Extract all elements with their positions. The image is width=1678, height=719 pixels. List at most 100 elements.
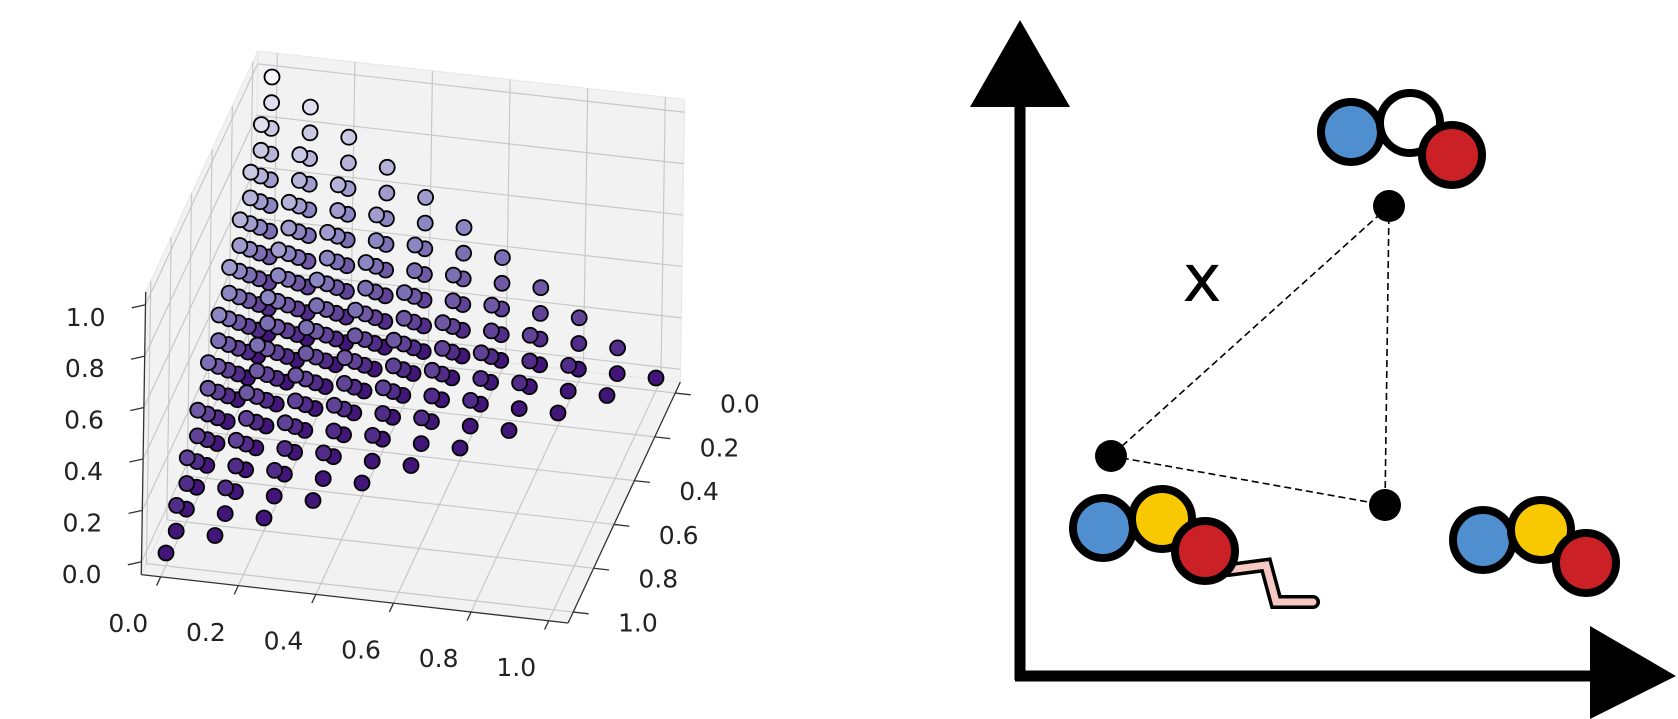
- point: [369, 233, 384, 248]
- point: [211, 333, 226, 348]
- z-tick-label: 0.2: [63, 508, 103, 537]
- point: [348, 328, 363, 343]
- point: [425, 363, 440, 378]
- point: [309, 298, 324, 313]
- point: [201, 355, 216, 370]
- point: [386, 358, 401, 373]
- point: [288, 368, 303, 383]
- label: x: [1182, 240, 1221, 317]
- point: [649, 371, 664, 386]
- point: [386, 333, 401, 348]
- point: [414, 436, 429, 451]
- point: [299, 320, 314, 335]
- point: [463, 393, 478, 408]
- point: [408, 238, 423, 253]
- point: [404, 458, 419, 473]
- x-tick-label: 0.4: [264, 627, 304, 656]
- point: [320, 225, 335, 240]
- point: [533, 280, 548, 295]
- arrowhead: [970, 20, 1070, 107]
- point: [292, 147, 307, 162]
- point: [218, 480, 233, 495]
- point: [365, 454, 380, 469]
- point: [212, 308, 227, 323]
- z-tick-label: 0.4: [63, 457, 103, 486]
- tick-mark: [545, 621, 549, 630]
- tick-mark: [594, 568, 610, 570]
- diagram: x: [970, 20, 1676, 719]
- point: [303, 125, 318, 140]
- x-tick-label: 0.6: [341, 635, 381, 664]
- point: [180, 450, 195, 465]
- point: [359, 255, 374, 270]
- point: [424, 389, 439, 404]
- point: [179, 476, 194, 491]
- point: [376, 380, 391, 395]
- molecule: [1321, 93, 1482, 185]
- tick-mark: [634, 481, 650, 483]
- point: [337, 350, 352, 365]
- point: [484, 298, 499, 313]
- point: [260, 316, 275, 331]
- tick-mark: [312, 594, 316, 603]
- point: [316, 471, 331, 486]
- scatter-3d: 0.00.20.40.60.81.00.00.20.40.60.81.00.00…: [62, 51, 760, 682]
- point: [229, 433, 244, 448]
- point: [310, 273, 325, 288]
- point: [418, 190, 433, 205]
- point: [299, 346, 314, 361]
- point: [243, 165, 258, 180]
- point: [379, 186, 394, 201]
- point: [326, 424, 341, 439]
- point: [250, 363, 265, 378]
- point: [418, 216, 433, 231]
- point: [572, 310, 587, 325]
- point: [267, 463, 282, 478]
- x-tick-label: 0.2: [186, 618, 226, 647]
- atom: [1321, 102, 1381, 162]
- point: [169, 498, 184, 513]
- point: [358, 281, 373, 296]
- point: [380, 160, 395, 175]
- point: [271, 268, 286, 283]
- point: [365, 428, 380, 443]
- point: [218, 506, 233, 521]
- point: [551, 406, 566, 421]
- point: [446, 293, 461, 308]
- atom: [1073, 498, 1133, 558]
- tick-mark: [128, 562, 142, 565]
- point: [495, 276, 510, 291]
- point: [463, 419, 478, 434]
- point: [316, 445, 331, 460]
- vertex: [1369, 489, 1401, 521]
- point: [190, 403, 205, 418]
- tick-mark: [467, 612, 471, 621]
- z-tick-label: 1.0: [66, 303, 106, 332]
- point: [523, 328, 538, 343]
- tick-mark: [129, 459, 143, 462]
- point: [261, 290, 276, 305]
- point: [330, 203, 345, 218]
- triangle: [1111, 206, 1389, 505]
- point: [337, 376, 352, 391]
- tick-mark: [131, 356, 145, 359]
- atom: [1422, 125, 1482, 185]
- point: [484, 323, 499, 338]
- point: [169, 524, 184, 539]
- point: [407, 263, 422, 278]
- point: [282, 195, 297, 210]
- y-tick-label: 0.8: [638, 565, 678, 594]
- point: [533, 306, 548, 321]
- tick-mark: [157, 577, 161, 586]
- atom: [1453, 510, 1513, 570]
- point: [159, 546, 174, 561]
- point: [502, 423, 517, 438]
- point: [306, 493, 321, 508]
- point: [341, 155, 356, 170]
- figure: 0.00.20.40.60.81.00.00.20.40.60.81.00.00…: [0, 0, 1678, 719]
- point: [397, 311, 412, 326]
- y-tick-label: 0.4: [679, 477, 719, 506]
- point: [397, 285, 412, 300]
- tick-mark: [614, 524, 630, 526]
- point: [271, 242, 286, 257]
